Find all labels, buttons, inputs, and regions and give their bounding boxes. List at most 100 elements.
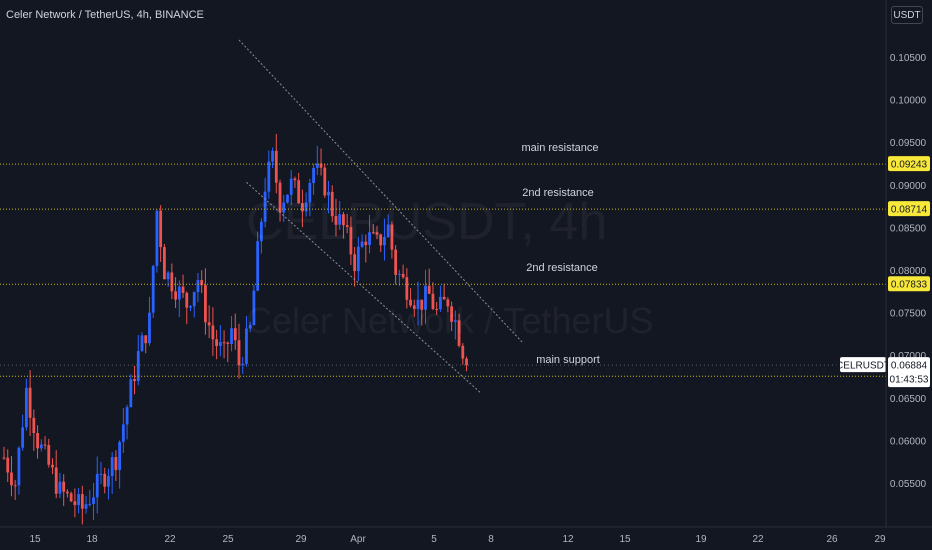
candle-body — [95, 473, 99, 498]
candle-body — [185, 292, 189, 308]
candle — [10, 456, 13, 497]
candle — [77, 487, 80, 514]
candle-body — [424, 285, 427, 310]
price-tick: 0.06000 — [890, 436, 927, 447]
symbol-tag — [840, 357, 886, 373]
candle-body — [394, 249, 398, 275]
time-tick: 19 — [695, 534, 707, 545]
candle — [80, 485, 84, 525]
candle — [43, 436, 47, 450]
candle — [371, 224, 375, 234]
candle — [383, 218, 386, 261]
candle — [114, 450, 118, 482]
candle — [207, 305, 211, 339]
candle — [245, 316, 248, 367]
candle-body — [196, 280, 200, 293]
candle-body — [427, 285, 431, 294]
candle — [151, 264, 155, 318]
candle-body — [386, 224, 390, 237]
candle-body — [315, 163, 319, 168]
candle-body — [189, 306, 192, 308]
candle — [319, 148, 323, 176]
candle-body — [215, 339, 219, 346]
candle — [252, 284, 256, 326]
candle — [159, 205, 163, 262]
candle-body — [353, 254, 357, 272]
candle — [301, 189, 304, 228]
candle-body — [47, 445, 51, 465]
candle — [271, 147, 274, 169]
price-tick: 0.07500 — [890, 309, 927, 320]
watermark-name: Celer Network / TetherUS — [246, 300, 654, 341]
candle-body — [66, 491, 69, 494]
time-tick: 5 — [431, 534, 437, 545]
level-price-label: 0.08714 — [891, 205, 928, 216]
level-price-label: 0.09243 — [891, 160, 928, 171]
candle — [215, 329, 219, 360]
candle — [427, 268, 431, 295]
candle — [450, 301, 453, 332]
candle-body — [24, 387, 28, 428]
candle-body — [323, 167, 327, 196]
candle — [103, 467, 107, 494]
candle-body — [73, 501, 77, 506]
candle — [84, 495, 88, 514]
candle — [308, 178, 312, 217]
candle — [334, 198, 338, 237]
symbol-label: CELRUSDT — [836, 361, 890, 372]
candle-body — [58, 481, 62, 494]
candle-body — [360, 241, 364, 247]
candle — [230, 316, 233, 352]
candle — [17, 446, 21, 495]
price-tick: 0.09000 — [890, 181, 927, 192]
candle — [99, 461, 103, 485]
price-tick: 0.09500 — [890, 138, 927, 149]
candle-body — [28, 387, 32, 418]
candle-body — [51, 464, 54, 468]
candle — [360, 234, 364, 249]
candle — [66, 489, 69, 498]
candle-body — [177, 286, 181, 300]
candle — [69, 491, 73, 503]
candle-body — [383, 236, 386, 246]
price-tick: 0.06500 — [890, 394, 927, 405]
candle-body — [10, 472, 13, 486]
candle-body — [349, 226, 353, 255]
candle — [282, 194, 286, 223]
candle — [289, 170, 293, 206]
candle-body — [390, 224, 394, 250]
candle — [121, 408, 125, 453]
candle — [431, 282, 435, 311]
candle-body — [159, 210, 163, 248]
candle-body — [17, 447, 21, 486]
candle-body — [442, 296, 446, 300]
candle-body — [174, 291, 177, 300]
candle-body — [218, 342, 222, 346]
candle — [196, 272, 200, 303]
price-tick: 0.05500 — [890, 479, 927, 490]
candle-body — [356, 246, 360, 272]
watermark-symbol: CELRUSDT, 4h — [246, 193, 608, 251]
time-tick: 15 — [29, 534, 41, 545]
price-tick: 0.10500 — [890, 53, 927, 64]
time-tick: 22 — [752, 534, 764, 545]
chart-title: Celer Network / TetherUS, 4h, BINANCE — [6, 9, 204, 21]
level-annotation: 2nd resistance — [526, 262, 598, 274]
candle-body — [69, 493, 73, 502]
candle — [32, 409, 36, 451]
candle — [2, 446, 6, 460]
candle-body — [271, 150, 274, 162]
candle-body — [6, 457, 10, 473]
candle-body — [431, 293, 435, 309]
level-price-tag — [888, 201, 930, 217]
candle — [304, 192, 308, 217]
candle-body — [248, 325, 252, 329]
currency-button[interactable]: USDT — [891, 6, 923, 24]
candle-body — [84, 504, 88, 509]
candle-body — [439, 296, 442, 310]
candle — [327, 180, 330, 214]
candle-body — [2, 457, 6, 459]
time-tick: 18 — [86, 534, 98, 545]
candle-body — [267, 161, 271, 192]
